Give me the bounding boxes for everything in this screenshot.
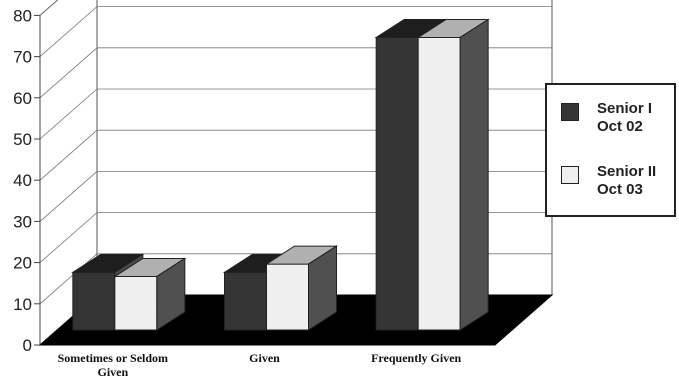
x-label-given: Given [249,351,280,365]
bar-side [459,18,489,331]
x-label-sometimes-or-seldom-given-line-2: Given [97,365,128,379]
bar-side [156,257,186,331]
x-label-sometimes-or-seldom-given-line-1: Sometimes or Seldom [58,351,168,365]
y-tick-label-80: 80 [13,6,32,25]
x-label-frequently-given: Frequently Given [371,351,461,365]
bars [71,18,490,331]
bar-senior-ii-oct-03-frequently-given [416,18,490,331]
bar-front [266,263,309,331]
legend-item-senior-2: Senior II Oct 03 [561,163,656,199]
y-tick-label-30: 30 [13,212,32,231]
y-tick-label-20: 20 [13,254,32,273]
y-axis-ticks: 0 10 20 30 40 50 60 70 80 [13,6,41,355]
legend-label-senior-1: Senior I Oct 02 [597,100,653,135]
bar-senior-ii-oct-03-sometimes-or-seldom-given [113,257,187,331]
bar-front [375,36,419,331]
legend-swatch-senior-2 [561,166,579,184]
bar-front [72,271,116,331]
y-tick-label-40: 40 [13,171,32,190]
legend-label-senior-2: Senior II Oct 03 [597,163,657,198]
y-tick-label-10: 10 [13,295,32,314]
bar-front [224,271,267,331]
bar-senior-ii-oct-03-given [264,245,339,331]
y-tick-label-0: 0 [23,336,32,355]
bar-front [114,275,158,331]
y-tick-label-70: 70 [13,48,32,67]
legend-swatch-senior-1 [561,103,579,121]
bar-front [417,36,461,331]
y-tick-label-60: 60 [13,89,32,108]
y-tick-label-50: 50 [13,130,32,149]
bar-side [308,245,337,331]
legend: Senior I Oct 02 Senior II Oct 03 [545,83,676,217]
gridline-70 [39,6,552,57]
legend-item-senior-1: Senior I Oct 02 [561,100,652,136]
